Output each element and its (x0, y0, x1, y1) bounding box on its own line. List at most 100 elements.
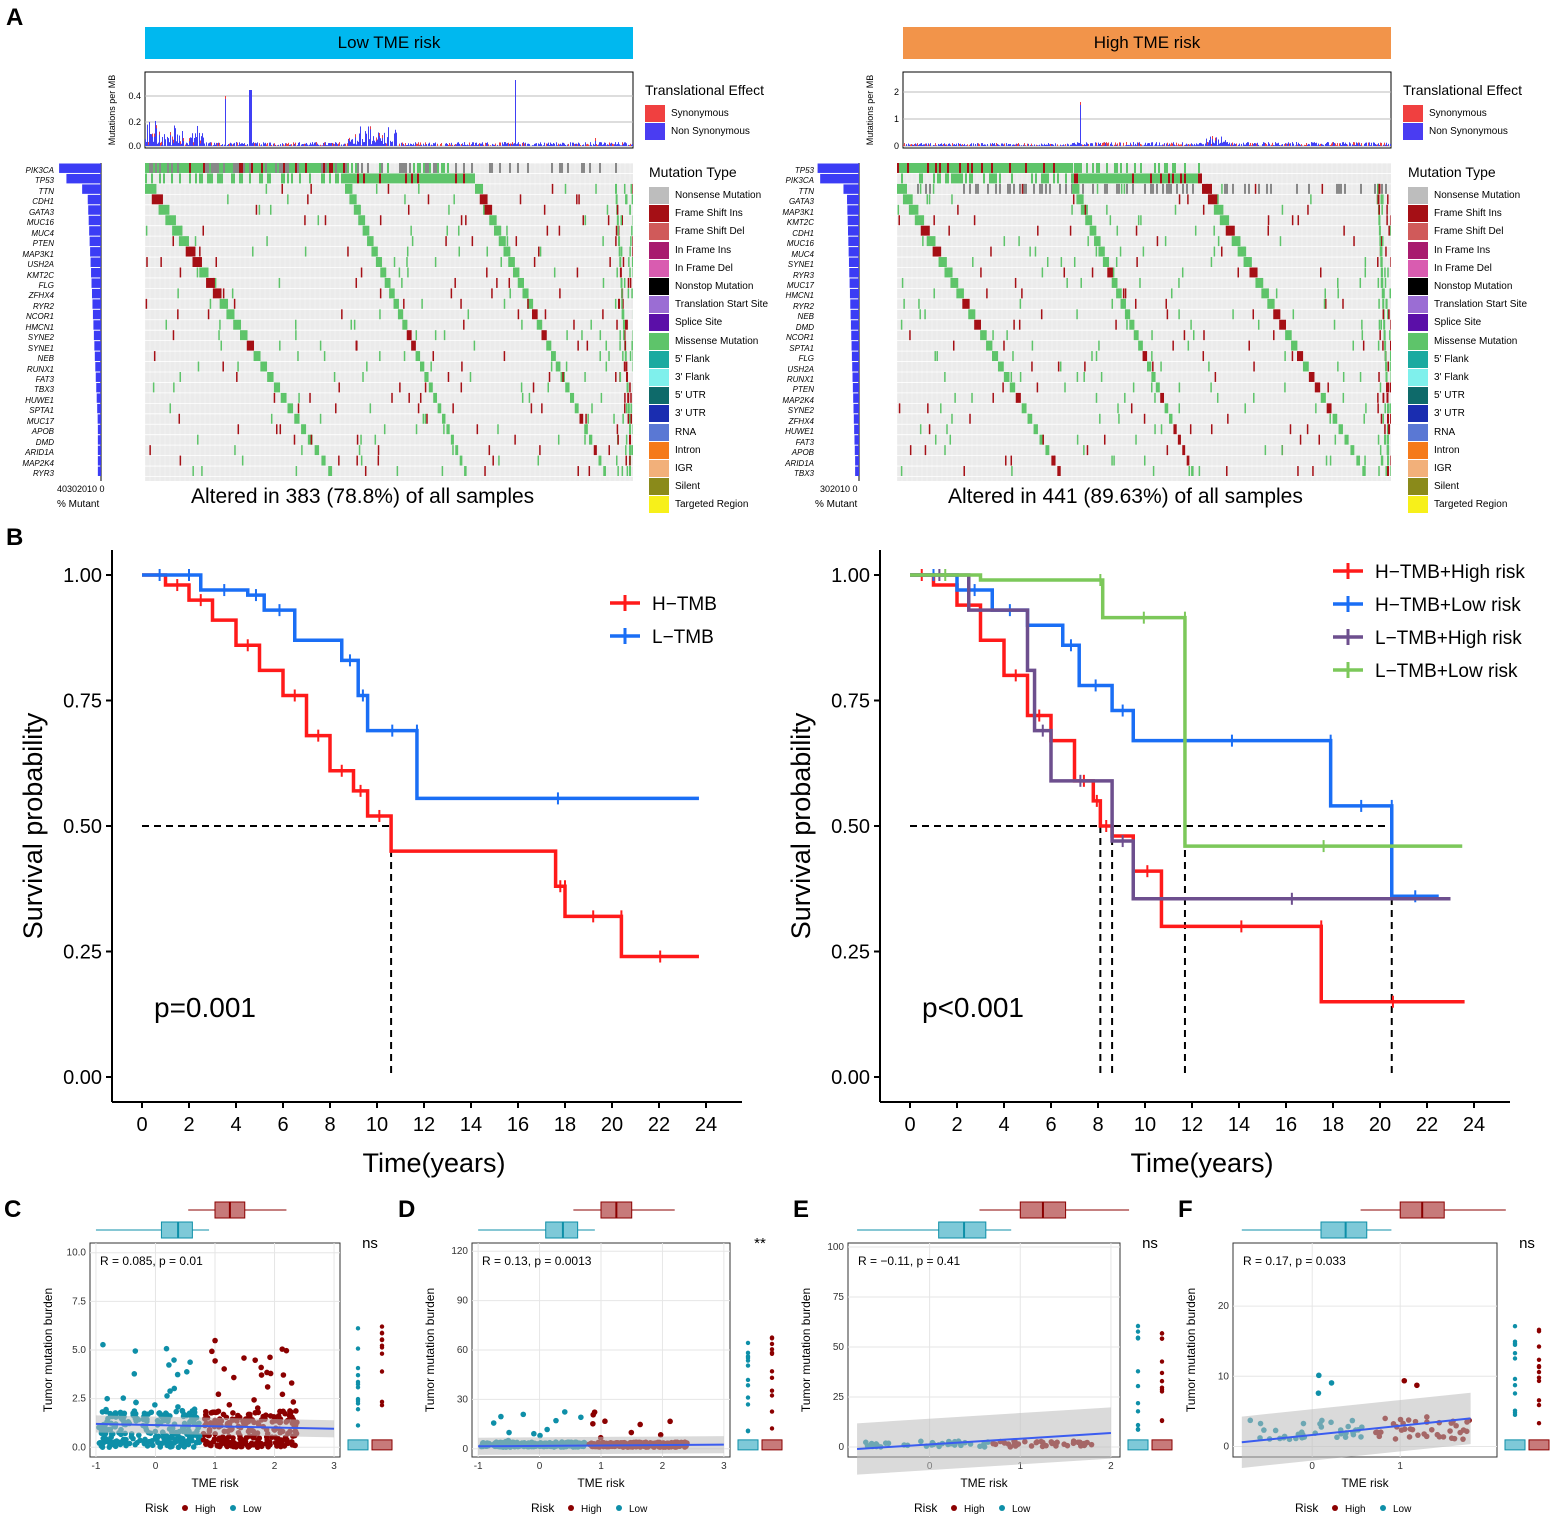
km-xtick-label: 16 (507, 1114, 529, 1136)
mutation-cell (1130, 173, 1132, 184)
mutation-cell (1003, 163, 1005, 173)
mutation-cell (971, 392, 973, 403)
side-outlier (379, 1351, 385, 1356)
mutation-cell (173, 163, 175, 173)
mutation-cell (343, 173, 345, 184)
mutation-cell (1152, 173, 1154, 184)
mutation-cell (307, 434, 313, 445)
mutation-cell (1388, 225, 1390, 236)
mutation-cell (180, 225, 183, 236)
gene-label: HUWE1 (785, 427, 814, 437)
mutation-cell (380, 267, 387, 278)
mutation-cell (463, 173, 465, 184)
mutation-cell (387, 163, 389, 173)
tmb-bar-syn (469, 142, 470, 146)
km-xtick-label: 6 (1045, 1114, 1056, 1136)
mutation-cell (1384, 434, 1387, 445)
mutation-cell (287, 194, 289, 205)
tmb-bar-syn (1088, 144, 1089, 146)
mutation-cell (1382, 392, 1385, 403)
mutation-cell (582, 215, 585, 226)
mutant-bar (851, 330, 859, 341)
mutant-bar (847, 205, 859, 215)
gene-label: SPTA1 (29, 406, 54, 416)
tmb-bar (354, 143, 355, 146)
mutation-cell (1315, 403, 1317, 414)
mutation-cell (520, 382, 523, 393)
tmb-bar (147, 124, 148, 146)
ytick-label: 0 (838, 1442, 844, 1453)
tmb-bar (401, 142, 402, 146)
mutation-cell (374, 434, 377, 445)
mutation-cell (1087, 236, 1089, 247)
tmb-bar (329, 143, 330, 146)
legend-item-5-utr: 5' UTR (649, 387, 706, 405)
gene-label: PTEN (792, 385, 814, 395)
mutation-cell (371, 246, 378, 257)
p-value: p=0.001 (154, 992, 256, 1023)
ytick-label: 0.0 (72, 1442, 86, 1453)
mutation-cell (923, 163, 925, 173)
mutation-cell (1232, 309, 1234, 320)
mutation-cell (441, 173, 443, 184)
legend-swatch (649, 478, 669, 496)
mutation-cell (1072, 173, 1074, 184)
data-point (250, 1441, 257, 1448)
side-outlier (1512, 1350, 1518, 1356)
tmb-bar (394, 133, 395, 146)
tmb-bar (1166, 143, 1167, 146)
mutation-cell (615, 183, 617, 194)
legend-label: Intron (1434, 444, 1460, 456)
mutation-cell (1364, 257, 1367, 267)
tmb-bar-syn (917, 143, 918, 146)
mutation-cell (295, 330, 297, 341)
tmb-bar (471, 144, 472, 146)
mutation-cell (1160, 424, 1163, 435)
tmb-bar (1149, 143, 1150, 146)
mutation-cell (1267, 298, 1275, 309)
mutation-cell (287, 403, 294, 414)
mutation-cell (428, 382, 433, 393)
tmb-bar (225, 96, 226, 146)
tmb-bar (1378, 143, 1379, 146)
mutation-cell (590, 319, 592, 330)
tmb-bar-syn (425, 142, 426, 146)
mutant-bar (87, 194, 101, 205)
legend-swatch (1408, 478, 1428, 496)
tmb-bar (333, 143, 334, 146)
tmb-bar (493, 144, 494, 146)
mutation-cell (356, 455, 358, 466)
mutation-cell (1154, 424, 1156, 435)
mutation-cell (1382, 309, 1385, 320)
mutation-cell (287, 163, 289, 173)
mutation-cell (351, 173, 353, 184)
mutation-cell (295, 163, 297, 173)
mutation-cell (461, 173, 463, 184)
mutation-cell (319, 413, 322, 424)
mutation-cell (1083, 372, 1085, 382)
mutation-cell (157, 163, 159, 173)
mutation-cell (231, 288, 234, 299)
ylabel: Tumor mutation burden (41, 1288, 55, 1412)
mutation-cell (574, 403, 579, 414)
tmb-ylabel: Mutations per MB (865, 75, 875, 146)
mutation-cell (627, 403, 630, 414)
tmb-bar (1175, 145, 1176, 146)
mutation-cell (629, 434, 631, 445)
mutation-cell (387, 173, 389, 184)
mutation-cell (616, 204, 619, 215)
tmb-bar (463, 144, 464, 146)
mutation-cell (1323, 298, 1326, 309)
mutation-cell (1381, 236, 1384, 247)
tmb-bar (1376, 144, 1377, 146)
side-outlier (745, 1340, 751, 1346)
mutation-cell (1143, 413, 1146, 424)
mutation-cell (226, 309, 235, 320)
mutation-cell (200, 267, 203, 278)
tmb-bar-syn (1207, 142, 1208, 146)
mutation-cell (1076, 163, 1078, 173)
tmb-bar (303, 144, 304, 146)
km-curve (910, 573, 1451, 901)
mutation-cell (341, 163, 343, 173)
tmb-bar (178, 142, 179, 146)
